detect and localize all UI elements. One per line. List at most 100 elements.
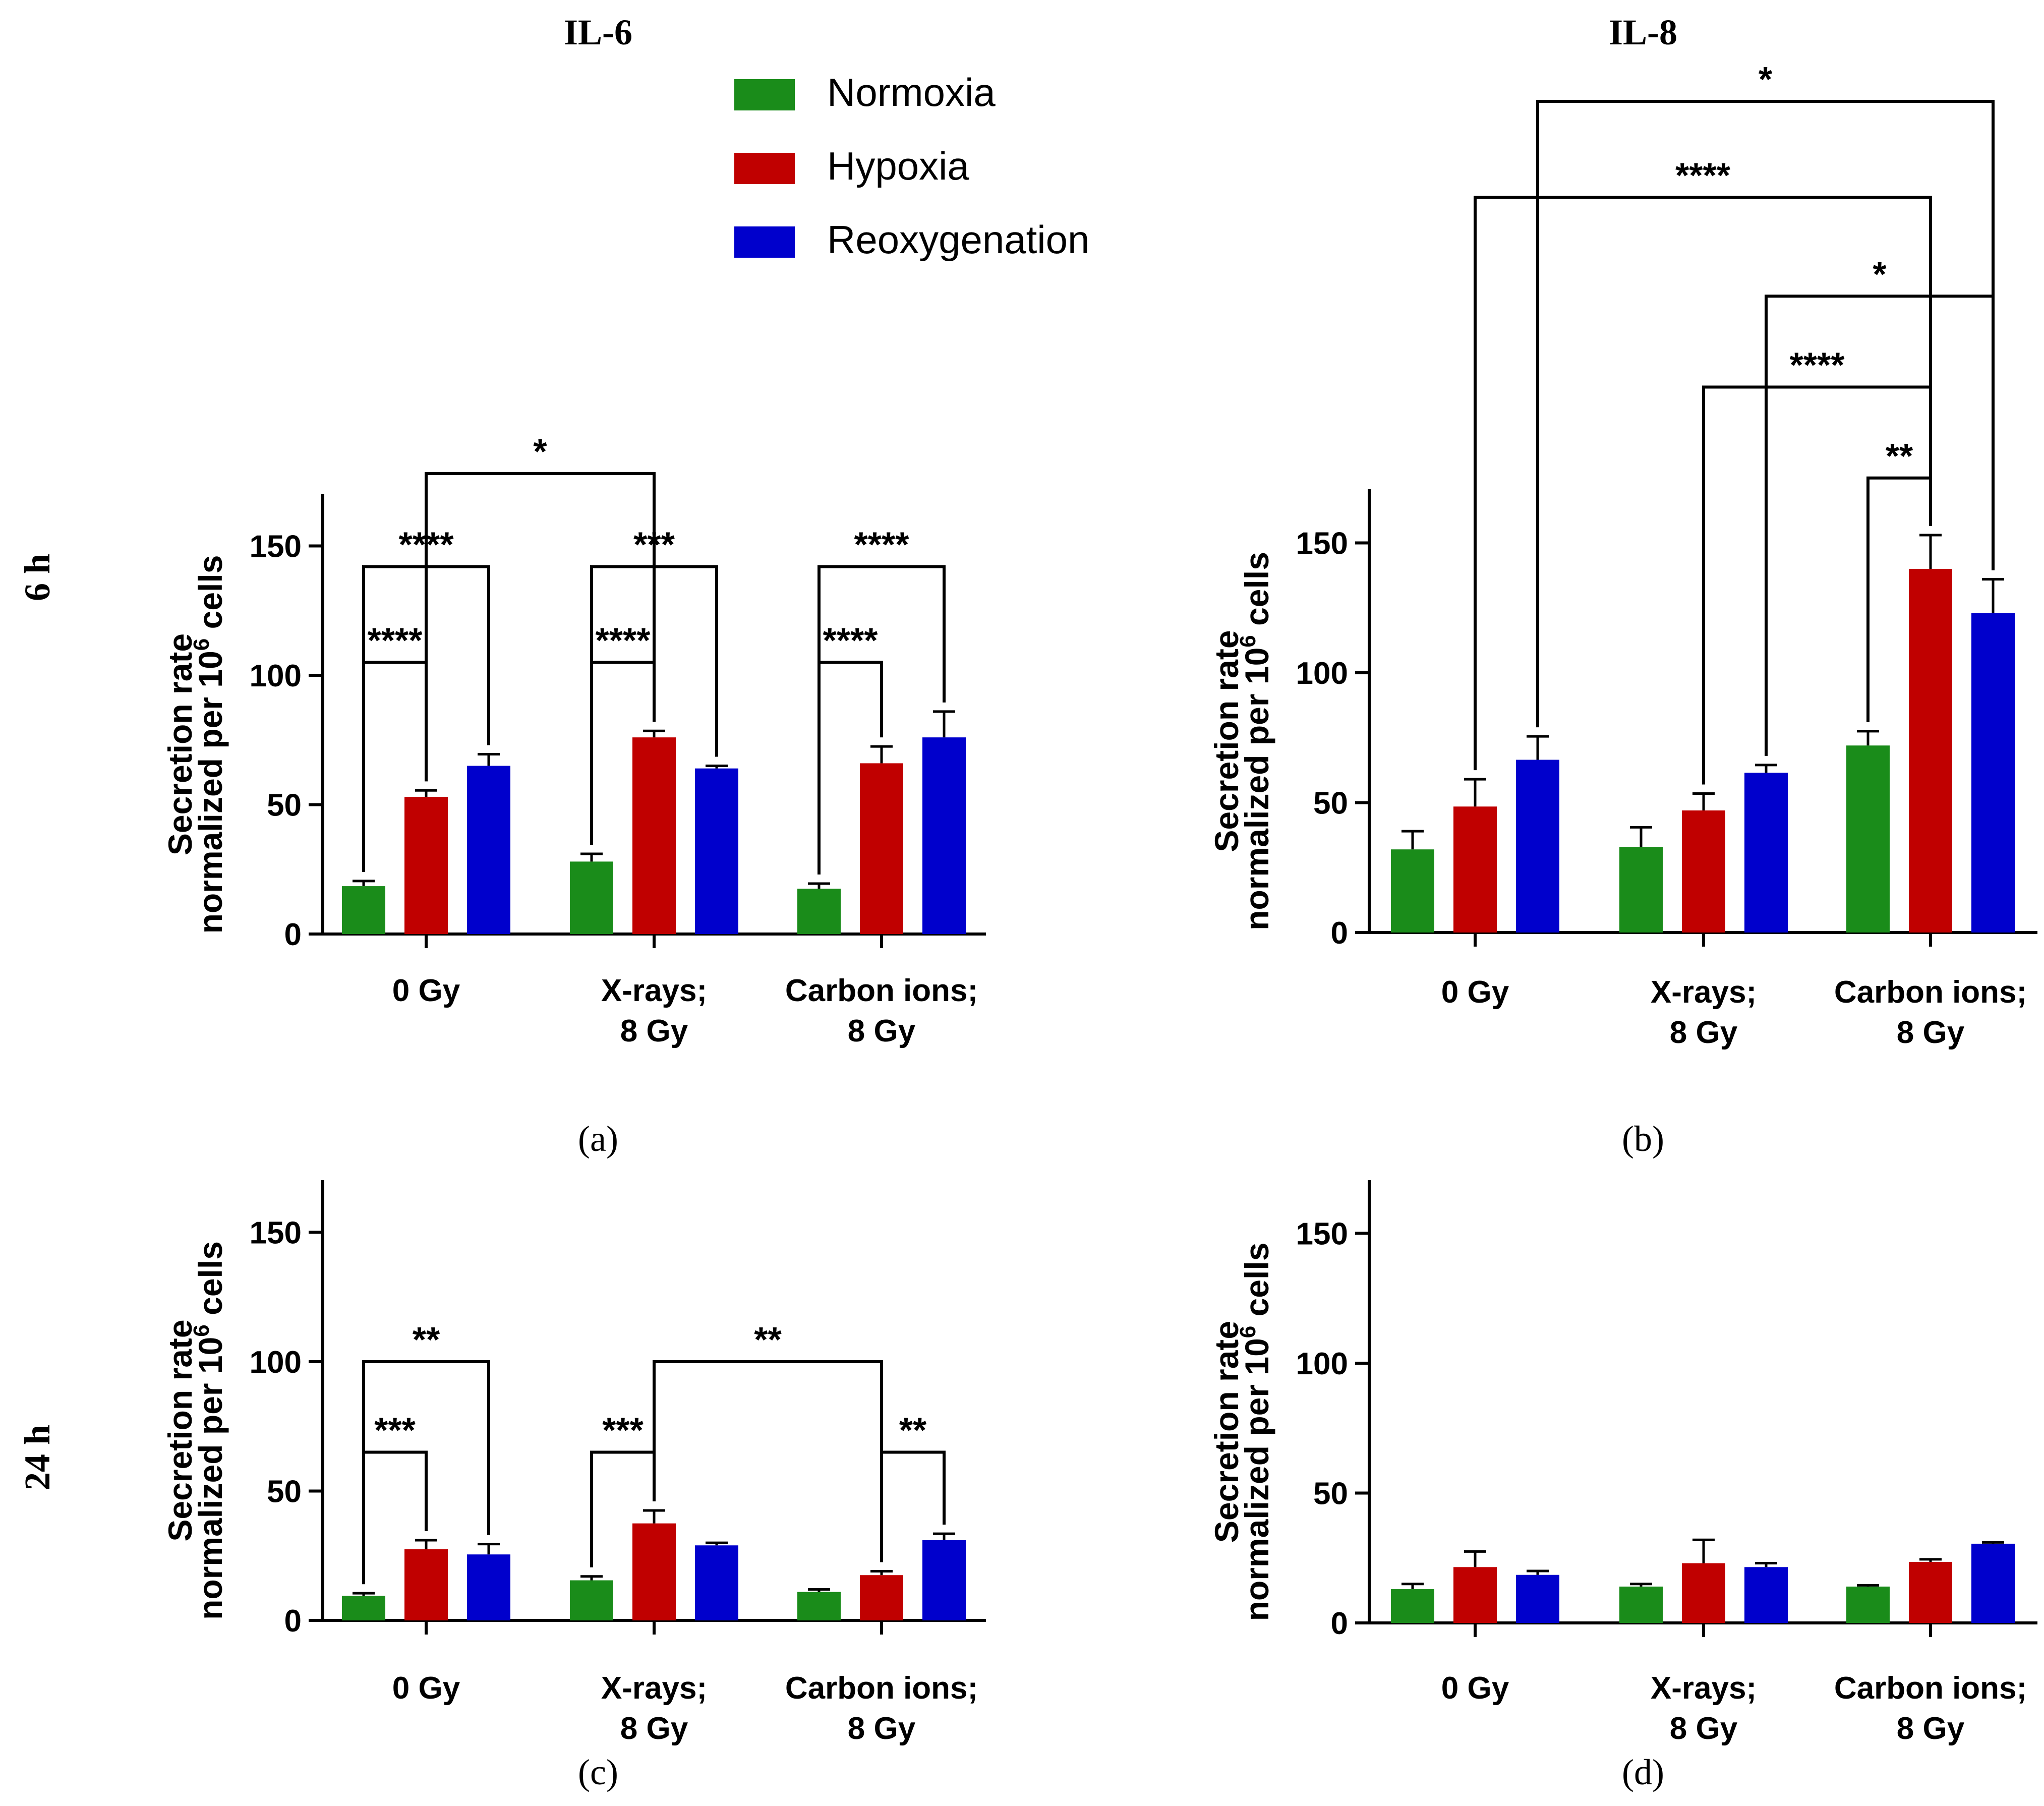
x-tick-label: X-rays; [601,973,707,1008]
x-tick-label: Carbon ions; [785,973,978,1008]
significance-bracket [425,472,656,782]
x-tick-label-line2: 8 Gy [1670,1015,1738,1050]
ylabel-prefix: normalized per 10 [1238,1338,1275,1621]
x-tick-label: 0 Gy [1441,1671,1509,1706]
row-label-6h: 6 h [17,554,57,601]
bar-reoxygenation-1 [1744,1567,1788,1623]
panel-label: (a) [578,1119,618,1159]
bar-hypoxia-2 [860,1575,903,1620]
y-axis-label-line1: Secretion rate [161,1319,199,1541]
bar-reoxygenation-0 [467,1554,510,1620]
y-tick-label: 50 [267,1475,302,1509]
bar-hypoxia-1 [632,1523,676,1620]
x-tick-label: X-rays; [1651,975,1757,1010]
significance-label: * [1873,254,1887,294]
bar-normoxia-2 [1846,1586,1890,1623]
significance-bracket [1474,196,1932,771]
col-title-il8: IL-8 [1609,12,1677,52]
panel-d-chart: 0 50 100 150 0 Gy X-rays; 8 Gy Carbon ions; 8 Gy… [1208,1180,2037,1792]
x-tick-label-line2: 8 Gy [848,1014,916,1048]
bar-normoxia-1 [1619,1586,1663,1623]
bar-reoxygenation-1 [695,1545,738,1620]
bar-hypoxia-1 [1682,810,1725,933]
x-tick-label-line2: 8 Gy [1897,1015,1965,1050]
y-tick-label: 150 [250,530,302,564]
bar-reoxygenation-2 [1971,613,2015,933]
significance-label: ** [1886,436,1913,476]
y-tick-label: 100 [1296,656,1348,691]
y-axis-label-line2: normalized per 106 cells [189,1241,229,1620]
bar-normoxia-1 [570,1580,613,1620]
bar-normoxia-0 [1391,1589,1434,1623]
ylabel-superscript: 6 [189,1324,214,1336]
significance-label: *** [602,1411,644,1450]
x-tick-label-line2: 8 Gy [620,1711,688,1746]
y-tick-label: 150 [1296,1217,1348,1252]
legend-swatch-reoxygenation [734,226,795,258]
y-axis-label-line2: normalized per 106 cells [1236,1243,1275,1621]
panel-label: (d) [1622,1752,1664,1792]
significance-label: *** [374,1411,416,1450]
bar-hypoxia-2 [860,763,903,934]
x-tick-label: X-rays; [1651,1671,1757,1706]
y-tick-label: 0 [1331,1606,1348,1641]
ylabel-superscript: 6 [1236,635,1260,647]
significance-bracket [653,1360,883,1562]
significance-bracket [1536,100,1995,728]
significance-bracket [817,565,946,875]
legend: Normoxia Hypoxia Reoxygenation [734,70,1089,262]
y-tick-label: 150 [1296,527,1348,561]
panel-c-chart: 0 50 100 150 0 Gy X-rays; 8 Gy Carbon ions; 8 Gy… [161,1180,986,1792]
bar-hypoxia-1 [632,737,676,934]
significance-label: **** [596,620,651,660]
bar-normoxia-0 [342,1596,385,1620]
significance-label: * [1759,60,1773,99]
row-label-24h: 24 h [17,1425,57,1490]
x-tick-label: 0 Gy [392,973,460,1008]
significance-bracket [362,1360,490,1585]
y-tick-label: 0 [1331,916,1348,951]
bar-reoxygenation-2 [922,737,966,934]
bar-hypoxia-2 [1909,569,1952,933]
y-tick-label: 50 [267,788,302,823]
y-axis-label-line1: Secretion rate [1208,630,1245,852]
bar-normoxia-1 [570,861,613,934]
y-axis-label-line2: normalized per 106 cells [189,555,229,934]
bar-normoxia-2 [797,889,841,934]
ylabel-suffix: cells [1238,1243,1275,1326]
significance-label: ** [413,1320,440,1359]
panel-a-chart: 0 50 100 150 0 Gy X-rays; 8 Gy Carbon ions; 8 Gy… [161,432,986,1159]
y-tick-label: 100 [250,659,302,693]
bar-hypoxia-0 [1453,806,1497,933]
y-axis-label-line1: Secretion rate [1208,1321,1245,1543]
x-tick-label: Carbon ions; [785,1671,978,1706]
significance-label: ** [754,1320,782,1359]
ylabel-superscript: 6 [1236,1326,1260,1338]
legend-swatch-normoxia [734,79,795,110]
x-tick-label: 0 Gy [392,1671,460,1706]
bar-normoxia-2 [797,1592,841,1620]
legend-swatch-hypoxia [734,153,795,184]
y-tick-label: 50 [1313,786,1348,821]
ylabel-suffix: cells [192,1241,229,1324]
legend-label-normoxia: Normoxia [827,70,996,114]
x-tick-label-line2: 8 Gy [1670,1711,1738,1746]
panel-b-chart: 0 50 100 150 0 Gy X-rays; 8 Gy Carbon ions; 8 Gy… [1208,60,2037,1159]
significance-label: * [533,432,547,471]
x-tick-label: 0 Gy [1441,975,1509,1010]
x-tick-label: X-rays; [601,1671,707,1706]
bar-normoxia-1 [1619,847,1663,933]
legend-label-reoxygenation: Reoxygenation [827,217,1089,262]
bar-reoxygenation-0 [1516,760,1559,933]
x-tick-label: Carbon ions; [1834,1671,2027,1706]
bar-hypoxia-2 [1909,1561,1952,1623]
x-tick-label-line2: 8 Gy [620,1014,688,1048]
bar-reoxygenation-2 [922,1540,966,1620]
bar-hypoxia-1 [1682,1563,1725,1623]
y-tick-label: 0 [284,917,302,952]
bar-normoxia-2 [1846,745,1890,933]
y-tick-label: 0 [284,1604,302,1639]
x-tick-label: Carbon ions; [1834,975,2027,1010]
bar-reoxygenation-0 [1516,1575,1559,1623]
